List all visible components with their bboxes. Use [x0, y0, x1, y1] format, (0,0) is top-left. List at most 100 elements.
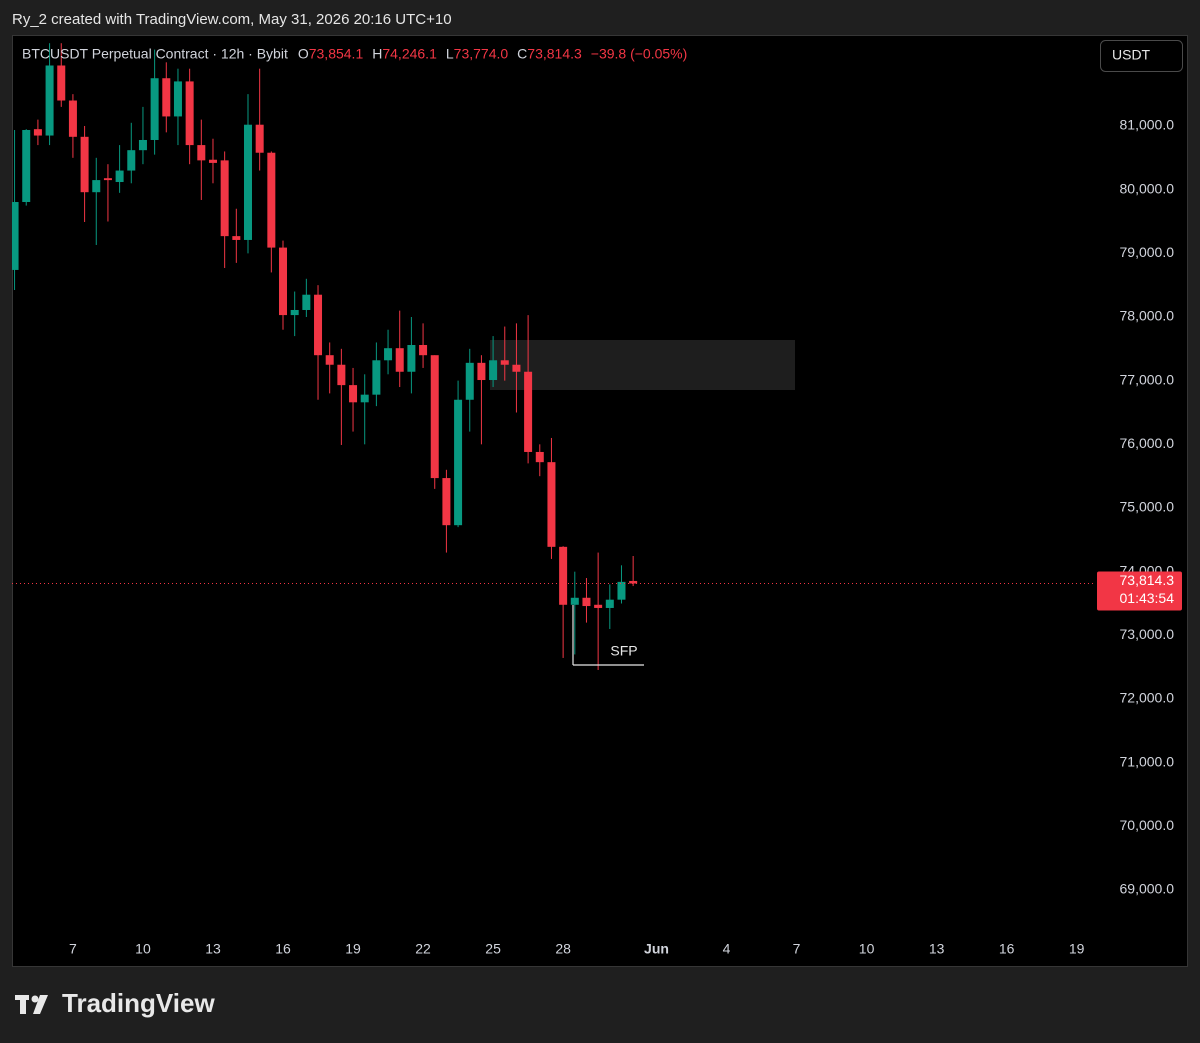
chart-pane	[12, 35, 1188, 967]
candle-body	[512, 364, 521, 372]
candle-body	[500, 360, 509, 365]
candle-body	[290, 309, 299, 316]
candle-body	[465, 362, 474, 400]
legend-value: 73,814.3	[527, 46, 582, 62]
candle-body	[360, 394, 369, 403]
y-tick-label: 76,000.0	[1120, 435, 1175, 451]
candle-body	[185, 81, 194, 146]
x-tick-label: 7	[793, 941, 801, 957]
x-tick-label: 10	[135, 941, 151, 957]
brand: TradingView	[62, 988, 215, 1018]
candle-body	[349, 385, 358, 403]
legend-key: C	[517, 46, 527, 62]
candle-body	[384, 348, 393, 361]
x-tick-label: 10	[859, 941, 875, 957]
x-tick-label: 22	[415, 941, 431, 957]
candle-body	[302, 294, 311, 310]
candle-body	[197, 145, 206, 161]
candle-body	[220, 160, 229, 237]
chart-title: BTCUSDT Perpetual Contract · 12h · Bybit	[22, 46, 288, 62]
legend-value: 73,854.1	[309, 46, 364, 62]
y-tick-label: 71,000.0	[1120, 753, 1175, 769]
y-tick-label: 78,000.0	[1120, 308, 1175, 324]
candle-body	[22, 129, 31, 203]
candle-body	[477, 362, 486, 381]
countdown: 01:43:54	[1120, 590, 1175, 606]
y-tick-label: 81,000.0	[1120, 117, 1175, 133]
candle-body	[314, 294, 323, 356]
candle-body	[12, 202, 19, 270]
legend-change: −39.8 (−0.05%)	[591, 46, 688, 62]
candle-body	[115, 170, 124, 183]
candle-body	[535, 451, 544, 463]
zone-box	[490, 340, 795, 390]
x-tick-label: 16	[275, 941, 291, 957]
candle-body	[430, 355, 439, 479]
candle-body	[173, 81, 182, 117]
candle-body	[80, 136, 89, 193]
x-tick-label: 13	[929, 941, 945, 957]
x-tick-label: 28	[555, 941, 571, 957]
x-tick-label: Jun	[644, 941, 669, 957]
y-tick-label: 79,000.0	[1120, 244, 1175, 260]
candle-body	[150, 78, 159, 140]
x-tick-label: 19	[1069, 941, 1085, 957]
legend-key: O	[298, 46, 309, 62]
legend-value: 74,246.1	[382, 46, 437, 62]
candle-body	[92, 180, 101, 193]
x-tick-label: 4	[723, 941, 731, 957]
x-tick-label: 7	[69, 941, 77, 957]
y-tick-label: 70,000.0	[1120, 817, 1175, 833]
candle-body	[547, 462, 556, 547]
candle-body	[267, 152, 276, 248]
candle-body	[138, 139, 147, 151]
candle-body	[33, 129, 42, 136]
candle-body	[68, 100, 77, 137]
candle-body	[279, 247, 288, 316]
y-tick-label: 69,000.0	[1120, 881, 1175, 897]
y-tick-label: 73,000.0	[1120, 626, 1175, 642]
candle-body	[524, 371, 533, 452]
legend-value: 73,774.0	[454, 46, 509, 62]
candle-body	[489, 360, 498, 381]
y-tick-label: 77,000.0	[1120, 371, 1175, 387]
candle-body	[419, 345, 428, 356]
candle-body	[442, 478, 451, 526]
last-price-tag	[1097, 571, 1182, 611]
credit: Ry_2 created with TradingView.com, May 3…	[12, 11, 452, 28]
x-tick-label: 13	[205, 941, 221, 957]
legend-key: H	[372, 46, 382, 62]
candle-body	[582, 597, 591, 607]
candle-body	[45, 65, 54, 136]
currency-label[interactable]: USDT	[1112, 47, 1151, 63]
y-tick-label: 72,000.0	[1120, 690, 1175, 706]
candle-body	[243, 124, 252, 240]
candle-body	[127, 150, 136, 171]
candle-body	[372, 360, 381, 395]
candle-body	[395, 348, 404, 372]
candle-body	[57, 65, 66, 101]
candle-body	[629, 580, 638, 584]
brand-logo	[15, 995, 48, 1014]
candle-body	[407, 345, 416, 372]
annotation: SFP	[610, 643, 637, 659]
legend-key: L	[446, 46, 454, 62]
candle-body	[454, 399, 463, 526]
candle-body	[255, 124, 264, 153]
candle-body	[594, 604, 603, 608]
y-tick-label: 80,000.0	[1120, 180, 1175, 196]
x-tick-label: 16	[999, 941, 1015, 957]
candle-body	[325, 355, 334, 365]
x-tick-label: 19	[345, 941, 361, 957]
candle-body	[337, 364, 346, 386]
candle-body	[559, 546, 568, 605]
last-price-label: 73,814.3	[1120, 572, 1175, 588]
x-tick-label: 25	[485, 941, 501, 957]
currency-button[interactable]	[1100, 40, 1183, 72]
candle-body	[617, 581, 626, 600]
y-tick-label: 75,000.0	[1120, 499, 1175, 515]
candle-body	[570, 597, 579, 605]
candle-body	[103, 178, 112, 181]
